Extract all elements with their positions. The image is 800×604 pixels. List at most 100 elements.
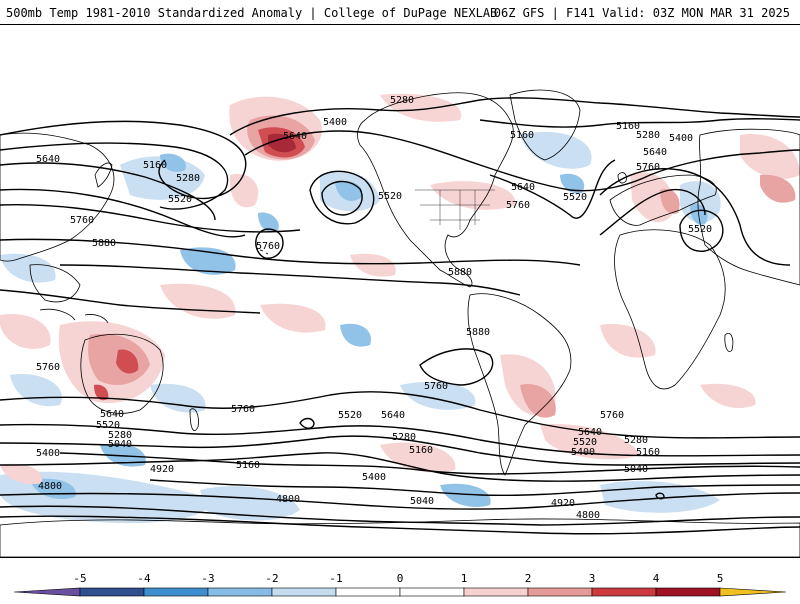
contour-5880-pacific — [59, 264, 521, 296]
contour-label: 5640 — [381, 410, 405, 421]
contour-label: 4800 — [38, 481, 62, 492]
colorbar-segment-neg2 — [207, 587, 273, 597]
contour-label: 5040 — [624, 464, 648, 475]
contour-label: 5640 — [36, 154, 60, 165]
contour-4920-south — [0, 505, 800, 526]
contour-label: 5160 — [143, 160, 167, 171]
contour-closed-low-europe — [679, 209, 724, 252]
contour-label: 5160 — [636, 447, 660, 458]
colorbar-tick-label: -5 — [73, 572, 86, 585]
contour-5880-south-america — [419, 348, 494, 386]
contour-5640-pacific — [0, 203, 301, 233]
map-panel: 5280 5160 5160 5640 5160 5280 5520 5640 … — [0, 24, 800, 558]
colorbar-tick-label: -4 — [137, 572, 151, 585]
contour-5280-south — [59, 452, 800, 475]
madagascar-outline — [724, 333, 734, 352]
contour-label: 5760 — [256, 241, 280, 252]
asia-outline — [697, 128, 800, 286]
contour-5280-north — [0, 142, 229, 210]
colorbar-segment-pos4 — [655, 587, 721, 597]
contour-label: 5400 — [323, 117, 347, 128]
map-title: 500mb Temp 1981-2010 Standardized Anomal… — [6, 6, 498, 20]
colorbar-segment-pos1 — [463, 587, 529, 597]
contour-label: 5520 — [96, 420, 120, 431]
contour-label: 5520 — [688, 224, 712, 235]
contour-label: 5760 — [231, 404, 255, 415]
contour-5880-south-pacific — [0, 289, 261, 314]
contour-arctic-5400 — [244, 130, 800, 192]
hawaii-islands — [259, 249, 269, 255]
contour-label: 5280 — [636, 130, 660, 141]
contour-label: 5280 — [390, 95, 414, 106]
contour-label: 5280 — [108, 430, 132, 441]
contour-label: 5400 — [669, 133, 693, 144]
coastlines — [0, 89, 800, 557]
contour-label: 5640 — [283, 131, 307, 142]
colorbar-tick-label: -2 — [265, 572, 278, 585]
contour-label: 4800 — [576, 510, 600, 521]
contour-europe-5760 — [599, 188, 706, 236]
colorbar-segment-pos3 — [591, 587, 657, 597]
africa-outline — [614, 229, 726, 390]
colorbar-tip-min — [13, 587, 81, 597]
contour-label: 5280 — [176, 173, 200, 184]
contour-label: 5880 — [448, 267, 472, 278]
colorbar-tick-label: -1 — [329, 572, 342, 585]
contour-label: 5640 — [578, 427, 602, 438]
contour-europe-5640 — [599, 168, 791, 266]
contour-4800-south — [0, 515, 800, 535]
australia-outline — [80, 333, 164, 414]
east-asia-outline — [0, 132, 115, 262]
south-america-outline — [467, 293, 572, 476]
contour-label: 5160 — [510, 130, 534, 141]
model-run-valid-time: 06Z GFS | F141 Valid: 03Z MON MAR 31 202… — [493, 6, 790, 20]
anomaly-colorbar: -5 -4 -3 -2 -1 0 1 2 3 4 5 — [0, 562, 800, 600]
contour-label: 5640 — [643, 147, 667, 158]
contour-5400-south — [0, 452, 800, 482]
contour-label: 5880 — [466, 327, 490, 338]
contour-5520-south — [0, 435, 800, 466]
contour-label: 5520 — [563, 192, 587, 203]
contour-label: 5400 — [571, 447, 595, 458]
colorbar-tick-label: 2 — [525, 572, 532, 585]
contour-label: 5880 — [92, 238, 116, 249]
contour-label: 4800 — [276, 494, 300, 505]
contour-label: 5520 — [338, 410, 362, 421]
contour-label: 5640 — [100, 409, 124, 420]
contour-label: 5640 — [511, 182, 535, 193]
contour-5400-north — [0, 162, 216, 221]
map-header: 500mb Temp 1981-2010 Standardized Anomal… — [0, 0, 800, 24]
antarctica-outline — [0, 518, 800, 557]
colorbar-tip-max — [719, 587, 787, 597]
colorbar-segment-neg4 — [79, 587, 145, 597]
contour-label: 4920 — [551, 498, 575, 509]
indonesia-outline — [39, 308, 109, 324]
contour-arctic-5280 — [229, 97, 800, 136]
contour-label: 4920 — [150, 464, 174, 475]
colorbar-graphic: -5 -4 -3 -2 -1 0 1 2 3 4 5 — [13, 572, 787, 597]
us-state-borders — [415, 189, 495, 230]
contour-label: 5160 — [236, 460, 260, 471]
colorbar-tick-label: -3 — [201, 572, 214, 585]
contour-label: 5160 — [616, 121, 640, 132]
colorbar-segment-neg1 — [271, 587, 337, 597]
contour-5760-pacific — [0, 238, 581, 266]
contour-label: 5760 — [36, 362, 60, 373]
contour-label: 5280 — [624, 435, 648, 446]
contour-5520-north — [0, 188, 246, 238]
contour-label: 5760 — [600, 410, 624, 421]
contour-label: 5400 — [36, 448, 60, 459]
contour-closed-low-hawaii — [255, 228, 284, 259]
contour-label: 5040 — [410, 496, 434, 507]
north-america-outline — [357, 92, 514, 288]
contour-label: 5280 — [392, 432, 416, 443]
contour-label: 5760 — [506, 200, 530, 211]
world-map: 5280 5160 5160 5640 5160 5280 5520 5640 … — [0, 25, 800, 557]
southeast-asia-outline — [29, 264, 81, 303]
contour-label: 5760 — [636, 162, 660, 173]
new-zealand-outline — [189, 408, 199, 431]
contour-label: 5760 — [70, 215, 94, 226]
contour-label: 5400 — [362, 472, 386, 483]
colorbar-tick-label: 0 — [397, 572, 404, 585]
contour-arctic-5160 — [479, 117, 800, 128]
